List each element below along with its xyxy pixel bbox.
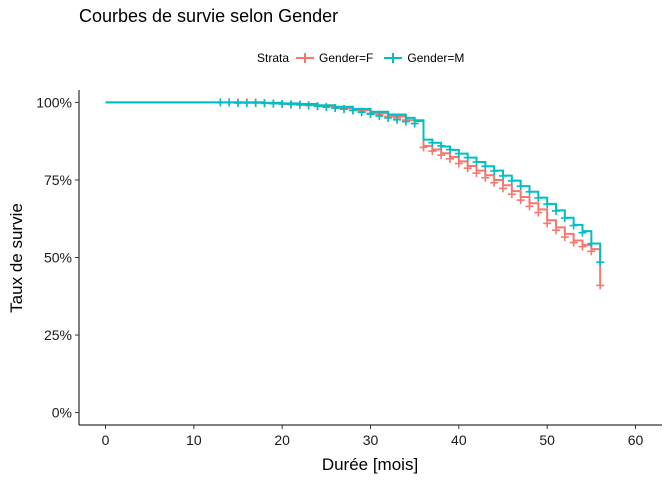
censor-mark bbox=[384, 113, 393, 122]
censor-mark bbox=[499, 184, 507, 193]
legend-item-gender-m: Gender=M bbox=[383, 50, 464, 66]
censor-mark bbox=[516, 182, 525, 191]
censor-mark bbox=[322, 103, 331, 112]
censor-mark bbox=[331, 103, 340, 112]
legend: Strata Gender=F Gender=M bbox=[257, 48, 474, 68]
censor-mark bbox=[225, 98, 234, 107]
censor-mark bbox=[375, 112, 384, 121]
censor-mark bbox=[401, 117, 410, 126]
censor-mark bbox=[446, 154, 454, 163]
x-axis-title: Durée [mois] bbox=[322, 455, 418, 474]
censor-mark bbox=[578, 228, 587, 237]
legend-label-gender-f: Gender=F bbox=[319, 51, 374, 65]
censor-mark bbox=[348, 106, 357, 115]
legend-key-gender-m-icon bbox=[384, 53, 403, 63]
x-tick-label: 20 bbox=[274, 432, 290, 448]
y-tick-label: 100% bbox=[36, 94, 72, 110]
legend-item-gender-f: Gender=F bbox=[295, 50, 373, 66]
censor-mark bbox=[419, 143, 428, 152]
censor-mark bbox=[437, 141, 446, 150]
censor-mark bbox=[587, 239, 596, 248]
censor-mark bbox=[313, 102, 322, 111]
x-tick-label: 40 bbox=[451, 432, 467, 448]
censor-mark bbox=[560, 214, 569, 223]
censor-mark bbox=[446, 145, 454, 154]
y-tick-label: 50% bbox=[44, 250, 72, 266]
censor-mark bbox=[357, 108, 366, 117]
censor-mark bbox=[295, 100, 304, 109]
x-tick-label: 50 bbox=[539, 432, 555, 448]
survival-curve-gender-m bbox=[105, 101, 602, 261]
legend-label-gender-m: Gender=M bbox=[407, 51, 465, 65]
censor-mark bbox=[525, 202, 534, 211]
censor-mark bbox=[269, 99, 278, 108]
censor-mark bbox=[260, 99, 269, 108]
censor-mark bbox=[578, 242, 587, 251]
censor-mark bbox=[587, 247, 596, 256]
x-tick-label: 60 bbox=[628, 432, 644, 448]
legend-key-gender-f-icon bbox=[296, 53, 315, 63]
axes: 0 10 20 30 40 50 60 0% 25% 50% 75% 100% bbox=[36, 94, 643, 448]
censor-mark bbox=[516, 196, 525, 205]
censor-mark bbox=[534, 193, 543, 202]
censor-mark bbox=[560, 233, 569, 242]
censor-mark bbox=[463, 164, 472, 173]
survival-curve-gender-f bbox=[105, 101, 602, 284]
x-tick-label: 0 bbox=[102, 432, 110, 448]
censor-mark bbox=[490, 166, 499, 175]
chart-title: Courbes de survie selon Gender bbox=[79, 6, 339, 26]
censor-mark bbox=[234, 99, 242, 108]
censor-mark bbox=[543, 219, 552, 228]
plot-area bbox=[105, 98, 605, 290]
y-tick-label: 25% bbox=[44, 327, 72, 343]
censor-mark bbox=[454, 159, 463, 168]
censor-mark bbox=[463, 153, 472, 162]
censor-mark bbox=[428, 138, 437, 147]
censor-mark bbox=[499, 171, 507, 180]
censor-mark bbox=[278, 99, 287, 108]
censor-mark bbox=[481, 162, 490, 171]
y-tick-label: 75% bbox=[44, 172, 72, 188]
censor-mark bbox=[472, 169, 481, 178]
censor-mark bbox=[410, 119, 419, 128]
censor-mark bbox=[507, 190, 516, 199]
y-tick-label: 0% bbox=[52, 405, 72, 421]
censor-mark bbox=[481, 173, 490, 182]
censor-mark bbox=[472, 157, 481, 166]
censor-mark bbox=[216, 98, 225, 107]
censor-mark bbox=[569, 221, 578, 230]
censor-mark bbox=[340, 105, 348, 114]
censor-mark bbox=[304, 101, 313, 110]
x-tick-label: 30 bbox=[363, 432, 379, 448]
censor-mark bbox=[251, 99, 260, 108]
censor-mark bbox=[393, 115, 401, 124]
censor-mark bbox=[242, 99, 251, 108]
censor-mark bbox=[543, 200, 552, 209]
censor-mark bbox=[454, 149, 463, 158]
censor-mark bbox=[437, 151, 446, 160]
legend-title: Strata bbox=[257, 51, 290, 65]
censor-mark bbox=[596, 258, 605, 267]
censor-mark bbox=[490, 178, 499, 187]
x-tick-label: 10 bbox=[186, 432, 202, 448]
censor-mark bbox=[366, 110, 375, 119]
censor-mark bbox=[287, 100, 295, 109]
censor-mark bbox=[534, 208, 543, 217]
censor-mark bbox=[596, 281, 605, 290]
censor-mark bbox=[552, 226, 560, 235]
censor-mark bbox=[552, 206, 560, 215]
censor-mark bbox=[507, 176, 516, 185]
censor-mark bbox=[525, 187, 534, 196]
censor-mark bbox=[428, 147, 437, 156]
y-axis-title: Taux de survie bbox=[7, 203, 26, 313]
censor-mark bbox=[569, 238, 578, 247]
